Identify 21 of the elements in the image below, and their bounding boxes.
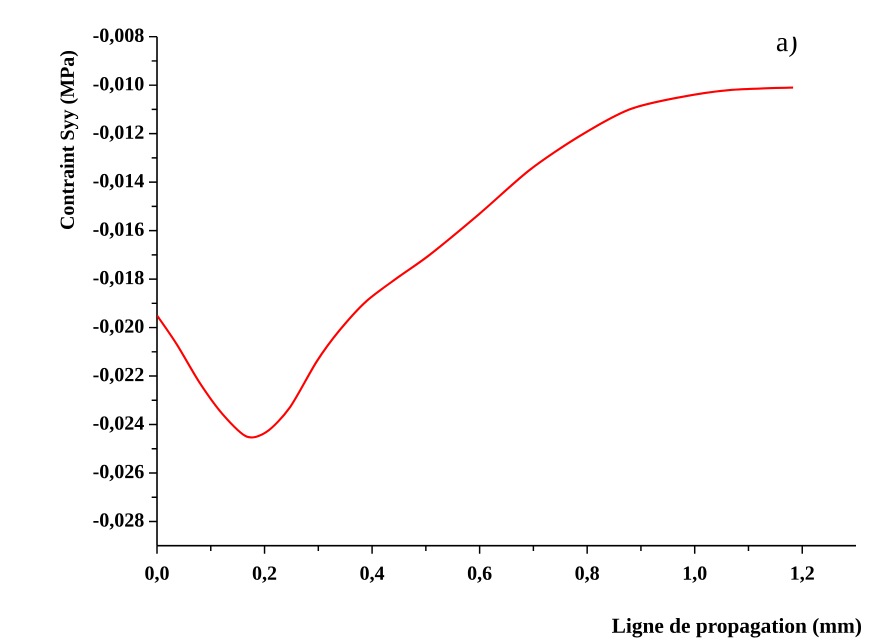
x-tick-label: 0,6 (468, 566, 492, 583)
y-tick-label: -0,008 (93, 28, 144, 45)
y-tick-label: -0,014 (93, 174, 144, 190)
x-tick-label: 1,2 (791, 566, 814, 583)
x-tick-label: 0,2 (252, 566, 276, 583)
x-tick-label: 1,0 (684, 566, 706, 583)
y-tick-label: -0,026 (93, 464, 144, 482)
y-tick-label: -0,028 (93, 513, 144, 530)
x-axis-title: Ligne de propagation (mm) (612, 618, 862, 638)
y-axis-title: Contraint Syy (MPa) (60, 50, 78, 230)
y-tick-label: -0,016 (93, 222, 144, 239)
y-tick-label: -0,024 (93, 416, 144, 433)
x-tick-label: 0,0 (145, 566, 169, 583)
x-tick-label: 0,8 (575, 566, 599, 583)
line-series (157, 86, 794, 438)
y-tick-label: -0,010 (93, 76, 144, 94)
x-tick-label: 0,4 (360, 566, 384, 583)
y-tick-label: -0,020 (93, 319, 144, 336)
y-tick-label: -0,012 (93, 125, 144, 142)
y-tick-label: -0,022 (93, 368, 144, 384)
y-tick-label: -0,018 (93, 270, 144, 288)
